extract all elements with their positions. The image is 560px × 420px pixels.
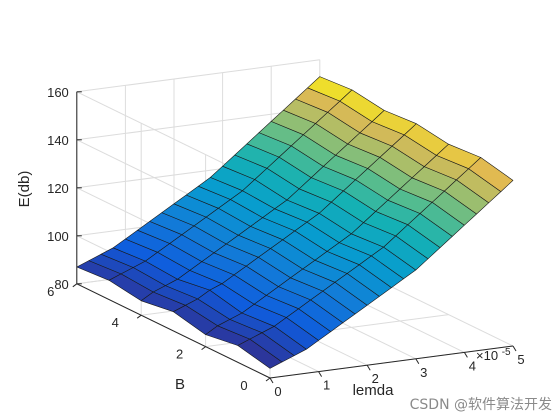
z-tick-label: 160 bbox=[47, 85, 69, 100]
axis-line bbox=[269, 345, 514, 379]
y-tick-label: 6 bbox=[47, 284, 54, 299]
z-tick-label: 80 bbox=[54, 277, 68, 292]
x-tick-mark bbox=[269, 377, 274, 384]
watermark-text: CSDN @软件算法开发 bbox=[410, 397, 552, 413]
x-tick-label: 2 bbox=[372, 371, 379, 386]
y-tick-label: 4 bbox=[112, 315, 119, 330]
y-tick-mark bbox=[72, 283, 78, 288]
x-axis-exponent: ×10 -5 bbox=[476, 347, 511, 363]
z-tick-label: 140 bbox=[47, 133, 69, 148]
x-axis-exponent-power: -5 bbox=[502, 347, 511, 358]
x-tick-mark bbox=[415, 358, 420, 365]
surface-patch bbox=[468, 157, 514, 192]
x-tick-label: 4 bbox=[469, 358, 476, 373]
grid-line bbox=[76, 59, 320, 93]
x-tick-mark bbox=[512, 345, 517, 352]
x-tick-mark bbox=[318, 371, 323, 377]
x-axis-exponent-base: ×10 bbox=[476, 348, 498, 363]
x-tick-label: 5 bbox=[517, 352, 524, 367]
x-tick-label: 1 bbox=[323, 378, 330, 393]
y-tick-mark bbox=[136, 314, 142, 319]
tick-labels: 0 1 2 3 4 5 0 2 4 6 80 100 120 140 160 bbox=[47, 85, 525, 399]
y-tick-label: 2 bbox=[176, 347, 183, 362]
x-axis-label: lemda bbox=[353, 382, 395, 399]
grid-line bbox=[76, 107, 320, 141]
y-tick-label: 0 bbox=[240, 378, 247, 393]
x-tick-mark bbox=[463, 352, 468, 358]
x-tick-label: 3 bbox=[420, 365, 427, 380]
y-axis-label: B bbox=[175, 376, 185, 393]
surface-mesh bbox=[76, 76, 514, 369]
y-tick-mark bbox=[265, 377, 271, 382]
y-tick-mark bbox=[201, 346, 206, 351]
x-tick-label: 0 bbox=[274, 384, 281, 399]
z-tick-label: 100 bbox=[47, 229, 69, 244]
z-axis-label: E(db) bbox=[16, 171, 33, 208]
x-tick-mark bbox=[366, 364, 371, 371]
z-tick-label: 120 bbox=[47, 181, 69, 196]
axis-line bbox=[76, 283, 271, 379]
